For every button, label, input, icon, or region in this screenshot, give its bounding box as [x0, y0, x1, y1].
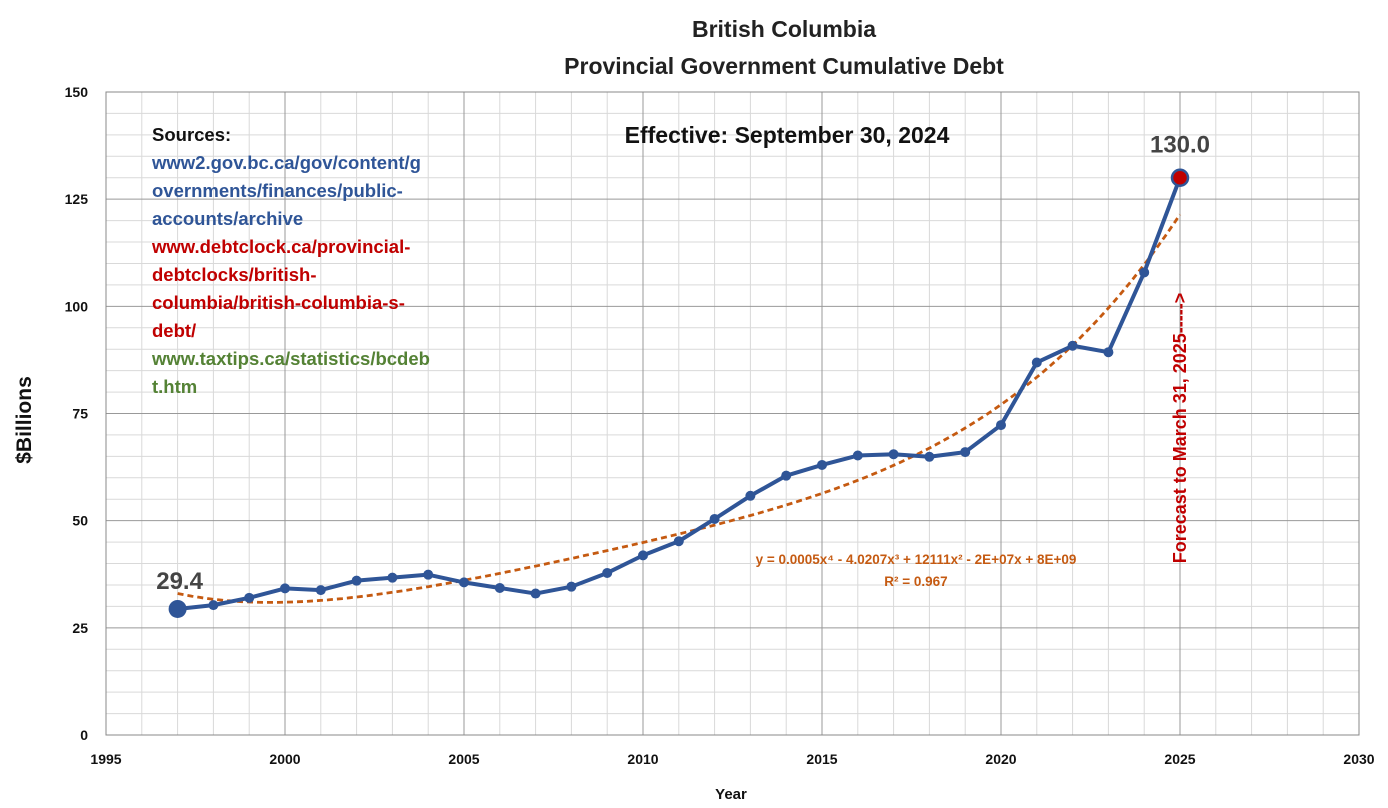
y-tick-label: 150 [65, 84, 89, 100]
data-point [960, 447, 971, 458]
source-line: debtclocks/british- [152, 264, 316, 285]
data-point [1031, 357, 1042, 368]
y-tick-label: 125 [65, 191, 89, 207]
data-point [351, 575, 362, 586]
source-line: www.taxtips.ca/statistics/bcdeb [151, 348, 430, 369]
trendline-r-squared: R² = 0.967 [884, 574, 947, 589]
data-point [315, 585, 326, 596]
x-tick-label: 2030 [1343, 751, 1374, 767]
data-point [459, 577, 469, 588]
x-axis-label: Year [715, 786, 747, 803]
y-tick-labels: 0 25 50 75 100 125 150 [65, 84, 89, 743]
data-point [602, 567, 613, 578]
data-point [924, 451, 935, 462]
chart-title-line2: Provincial Government Cumulative Debt [564, 53, 1004, 79]
x-tick-labels: 1995 2000 2005 2010 2015 2020 2025 2030 [90, 751, 1374, 767]
y-tick-label: 25 [72, 620, 88, 636]
data-point [566, 581, 577, 592]
trendline [177, 213, 1182, 604]
data-label-last: 130.0 [1150, 132, 1210, 159]
data-point [1067, 340, 1078, 351]
effective-date-annotation: Effective: September 30, 2024 [625, 122, 950, 148]
data-point [1139, 267, 1150, 278]
source-line: overnments/finances/public- [152, 180, 403, 201]
x-tick-label: 2020 [985, 751, 1016, 767]
forecast-annotation: Forecast to March 31, 2025-----> [1170, 293, 1190, 564]
chart-title-line1: British Columbia [692, 16, 876, 42]
source-line: columbia/british-columbia-s- [152, 292, 405, 313]
x-tick-label: 2010 [627, 751, 658, 767]
data-point [852, 450, 863, 461]
data-point [745, 490, 756, 501]
data-point [530, 588, 541, 599]
x-tick-label: 2015 [806, 751, 837, 767]
data-point [387, 572, 398, 583]
data-point [817, 459, 827, 470]
plot-border [105, 91, 1360, 736]
x-tick-label: 1995 [90, 751, 121, 767]
data-point [638, 550, 648, 561]
data-point [709, 513, 720, 524]
x-tick-label: 2000 [269, 751, 300, 767]
x-tick-label: 2005 [448, 751, 479, 767]
data-point [673, 536, 684, 547]
sources-heading: Sources: [152, 124, 231, 145]
y-tick-label: 50 [72, 513, 88, 529]
data-points [168, 168, 1190, 618]
y-tick-label: 100 [65, 298, 89, 314]
y-tick-label: 75 [72, 406, 88, 422]
source-line: t.htm [152, 376, 197, 397]
source-line: debt/ [152, 320, 196, 341]
y-axis-label: $Billions [13, 376, 36, 464]
data-point [1103, 347, 1114, 358]
source-line: www.debtclock.ca/provincial- [151, 236, 410, 257]
data-point [168, 599, 187, 618]
source-line: accounts/archive [152, 208, 303, 229]
data-label-first: 29.4 [156, 568, 203, 595]
data-point [996, 420, 1006, 431]
x-tick-label: 2025 [1164, 751, 1195, 767]
data-point [494, 582, 505, 593]
sources-block: Sources: www2.gov.bc.ca/gov/content/g ove… [151, 124, 430, 397]
data-point [781, 470, 792, 481]
y-tick-label: 0 [80, 727, 88, 743]
data-point [888, 449, 899, 460]
source-line: www2.gov.bc.ca/gov/content/g [151, 152, 421, 173]
data-point [423, 569, 434, 580]
data-point [280, 583, 290, 594]
trendline-equation: y = 0.0005x⁴ - 4.0207x³ + 12111x² - 2E+0… [756, 552, 1077, 567]
data-point [208, 600, 219, 611]
data-point-highlight [1170, 168, 1190, 187]
data-point [244, 592, 255, 603]
